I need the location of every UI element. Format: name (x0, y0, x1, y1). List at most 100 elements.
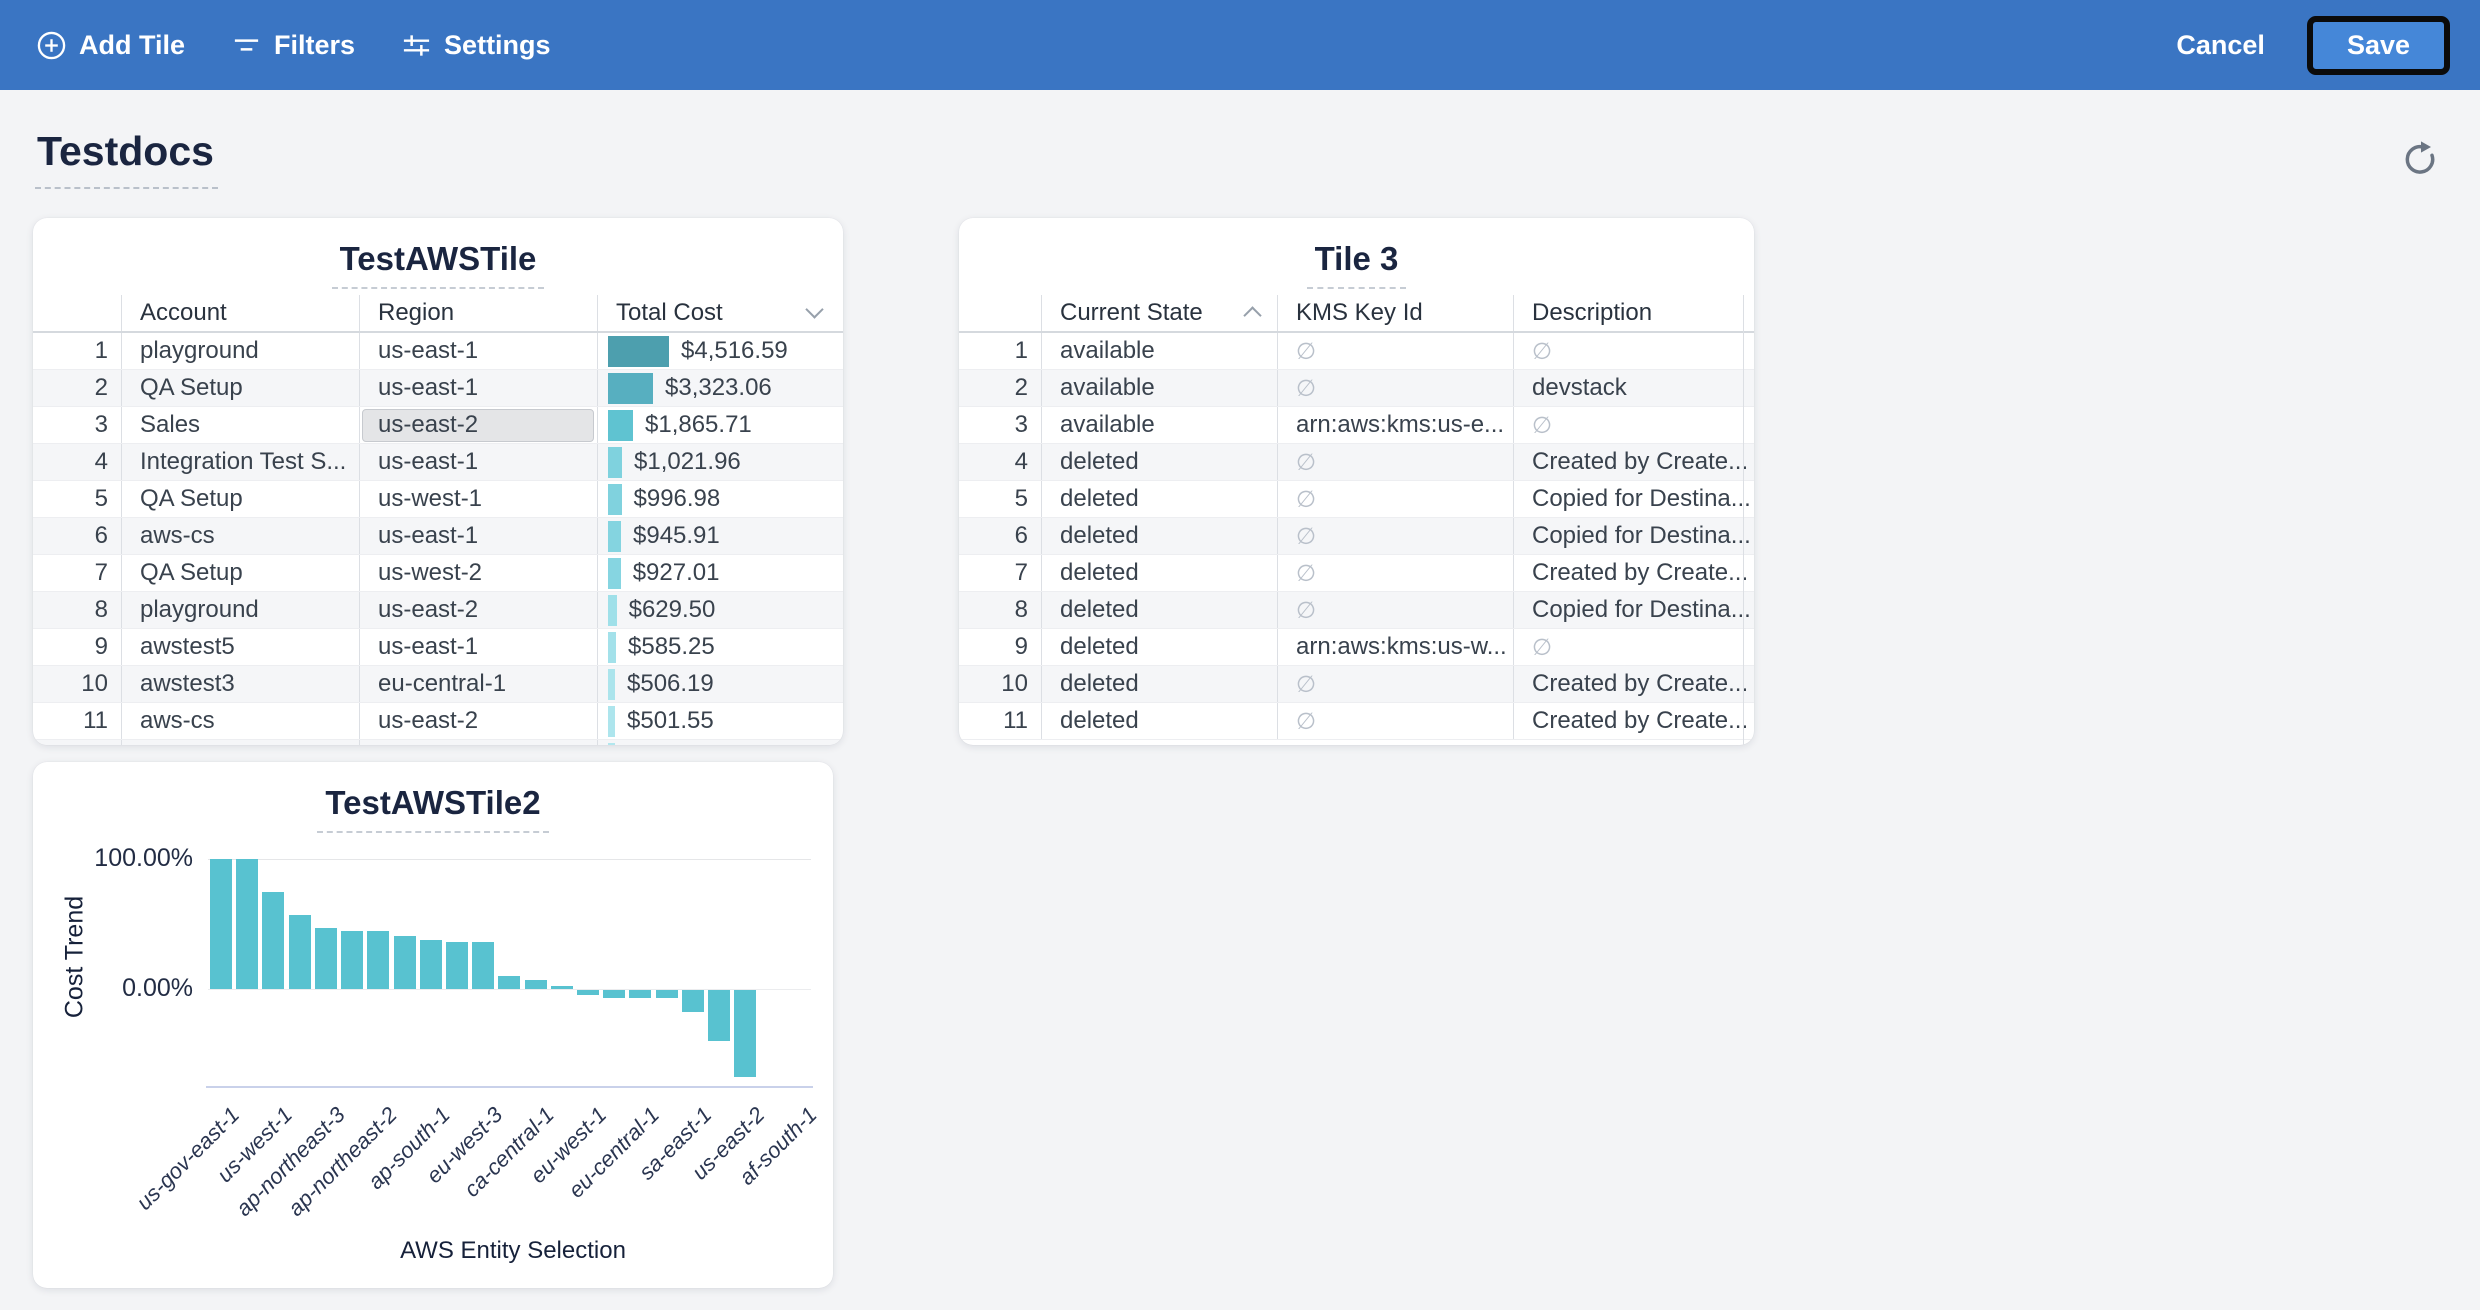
description-cell[interactable]: ∅ (1513, 333, 1754, 369)
total-cost-cell[interactable]: $4,516.59 (597, 333, 843, 369)
current-state-cell[interactable]: deleted (1041, 444, 1277, 480)
chart-bar[interactable] (314, 927, 337, 989)
column-header-account[interactable]: Account (121, 295, 359, 331)
kms-key-id-cell[interactable]: ∅ (1277, 592, 1513, 628)
kms-key-id-cell[interactable]: arn:aws:kms:us-w... (1277, 629, 1513, 665)
account-cell[interactable]: QA Setup (121, 555, 359, 591)
total-cost-cell[interactable]: $629.50 (597, 592, 843, 628)
kms-key-id-cell[interactable]: arn:aws:kms:us-e... (1277, 407, 1513, 443)
chart-bar[interactable] (262, 891, 285, 989)
current-state-cell[interactable]: available (1041, 370, 1277, 406)
account-cell[interactable]: QA Setup (121, 370, 359, 406)
selected-cell-value[interactable]: us-east-2 (362, 408, 594, 442)
region-cell[interactable]: us-east-1 (359, 518, 597, 554)
chart-bar[interactable] (681, 990, 704, 1013)
chart-bar[interactable] (445, 942, 468, 989)
chart-bar[interactable] (629, 990, 652, 998)
account-cell[interactable] (121, 740, 359, 745)
current-state-cell[interactable]: deleted (1041, 666, 1277, 702)
chart-bar[interactable] (498, 976, 521, 989)
kms-key-id-cell[interactable]: ∅ (1277, 370, 1513, 406)
chart-bar[interactable] (734, 990, 757, 1078)
chart-bar[interactable] (419, 939, 442, 989)
current-state-cell[interactable]: deleted (1041, 481, 1277, 517)
account-cell[interactable]: playground (121, 592, 359, 628)
total-cost-cell[interactable]: $506.19 (597, 666, 843, 702)
account-cell[interactable]: playground (121, 333, 359, 369)
chart-bar[interactable] (655, 990, 678, 998)
chart-bar[interactable] (393, 935, 416, 989)
account-cell[interactable]: QA Setup (121, 481, 359, 517)
chart-bar[interactable] (708, 990, 731, 1041)
current-state-cell[interactable]: available (1041, 333, 1277, 369)
kms-key-id-cell[interactable]: ∅ (1277, 518, 1513, 554)
kms-key-id-cell[interactable]: ∅ (1277, 703, 1513, 739)
chart-bar[interactable] (577, 990, 600, 996)
account-cell[interactable]: awstest3 (121, 666, 359, 702)
region-cell[interactable]: eu-central-1 (359, 666, 597, 702)
save-button[interactable]: Save (2306, 15, 2450, 75)
total-cost-cell[interactable]: $585.25 (597, 629, 843, 665)
current-state-cell[interactable]: deleted (1041, 592, 1277, 628)
account-cell[interactable]: aws-cs (121, 518, 359, 554)
refresh-button[interactable] (2400, 140, 2440, 180)
description-cell[interactable]: Created by Create... (1513, 444, 1754, 480)
current-state-cell[interactable]: deleted (1041, 703, 1277, 739)
kms-key-id-cell[interactable]: ∅ (1277, 555, 1513, 591)
region-cell[interactable]: us-east-1 (359, 629, 597, 665)
settings-button[interactable]: Settings (401, 30, 551, 61)
region-cell[interactable]: us-east-2 (359, 592, 597, 628)
description-cell[interactable]: devstack (1513, 370, 1754, 406)
add-tile-button[interactable]: Add Tile (36, 30, 185, 61)
total-cost-cell[interactable]: $1,021.96 (597, 444, 843, 480)
region-cell[interactable] (359, 740, 597, 745)
column-header-region[interactable]: Region (359, 295, 597, 331)
total-cost-cell[interactable]: $996.98 (597, 481, 843, 517)
description-cell[interactable]: ∅ (1513, 629, 1754, 665)
kms-key-id-cell[interactable]: ∅ (1277, 444, 1513, 480)
region-cell[interactable]: us-east-1 (359, 444, 597, 480)
chart-bar[interactable] (603, 990, 626, 998)
description-cell[interactable]: Created by Create... (1513, 703, 1754, 739)
current-state-cell[interactable]: deleted (1041, 629, 1277, 665)
total-cost-cell[interactable]: $945.91 (597, 518, 843, 554)
account-cell[interactable]: Integration Test S... (121, 444, 359, 480)
current-state-cell[interactable]: deleted (1041, 518, 1277, 554)
description-cell[interactable]: Copied for Destina... (1513, 481, 1754, 517)
tile-title[interactable]: Tile 3 (1306, 240, 1407, 289)
region-cell[interactable]: us-west-1 (359, 481, 597, 517)
total-cost-cell[interactable]: $501.55 (597, 703, 843, 739)
total-cost-cell[interactable]: $1,865.71 (597, 407, 843, 443)
region-cell[interactable]: us-east-2 (359, 407, 597, 443)
description-cell[interactable]: Created by Create... (1513, 666, 1754, 702)
chart-bar[interactable] (288, 914, 311, 989)
filters-button[interactable]: Filters (231, 30, 355, 61)
region-cell[interactable]: us-east-1 (359, 370, 597, 406)
column-header-current-state[interactable]: Current State (1041, 295, 1277, 331)
chart-bar[interactable] (367, 930, 390, 989)
description-cell[interactable]: Copied for Destina... (1513, 592, 1754, 628)
chart-bar[interactable] (550, 985, 573, 989)
account-cell[interactable]: awstest5 (121, 629, 359, 665)
total-cost-cell[interactable]: $927.01 (597, 555, 843, 591)
column-header-total-cost[interactable]: Total Cost (597, 295, 843, 331)
kms-key-id-cell[interactable]: ∅ (1277, 666, 1513, 702)
region-cell[interactable]: us-west-2 (359, 555, 597, 591)
cancel-button[interactable]: Cancel (2176, 29, 2265, 60)
current-state-cell[interactable]: available (1041, 407, 1277, 443)
current-state-cell[interactable]: deleted (1041, 555, 1277, 591)
description-cell[interactable]: ∅ (1513, 407, 1754, 443)
chart-bar[interactable] (472, 942, 495, 989)
account-cell[interactable]: aws-cs (121, 703, 359, 739)
kms-key-id-cell[interactable]: ∅ (1277, 333, 1513, 369)
kms-key-id-cell[interactable]: ∅ (1277, 481, 1513, 517)
region-cell[interactable]: us-east-2 (359, 703, 597, 739)
column-header-kms-key-id[interactable]: KMS Key Id (1277, 295, 1513, 331)
account-cell[interactable]: Sales (121, 407, 359, 443)
sort-chevron-down-icon[interactable] (805, 300, 824, 319)
tile-title[interactable]: TestAWSTile2 (317, 784, 549, 833)
chart-bar[interactable] (341, 930, 364, 989)
sort-chevron-up-icon[interactable] (1243, 306, 1262, 325)
total-cost-cell[interactable]: $3,323.06 (597, 370, 843, 406)
chart-bar[interactable] (236, 859, 259, 989)
